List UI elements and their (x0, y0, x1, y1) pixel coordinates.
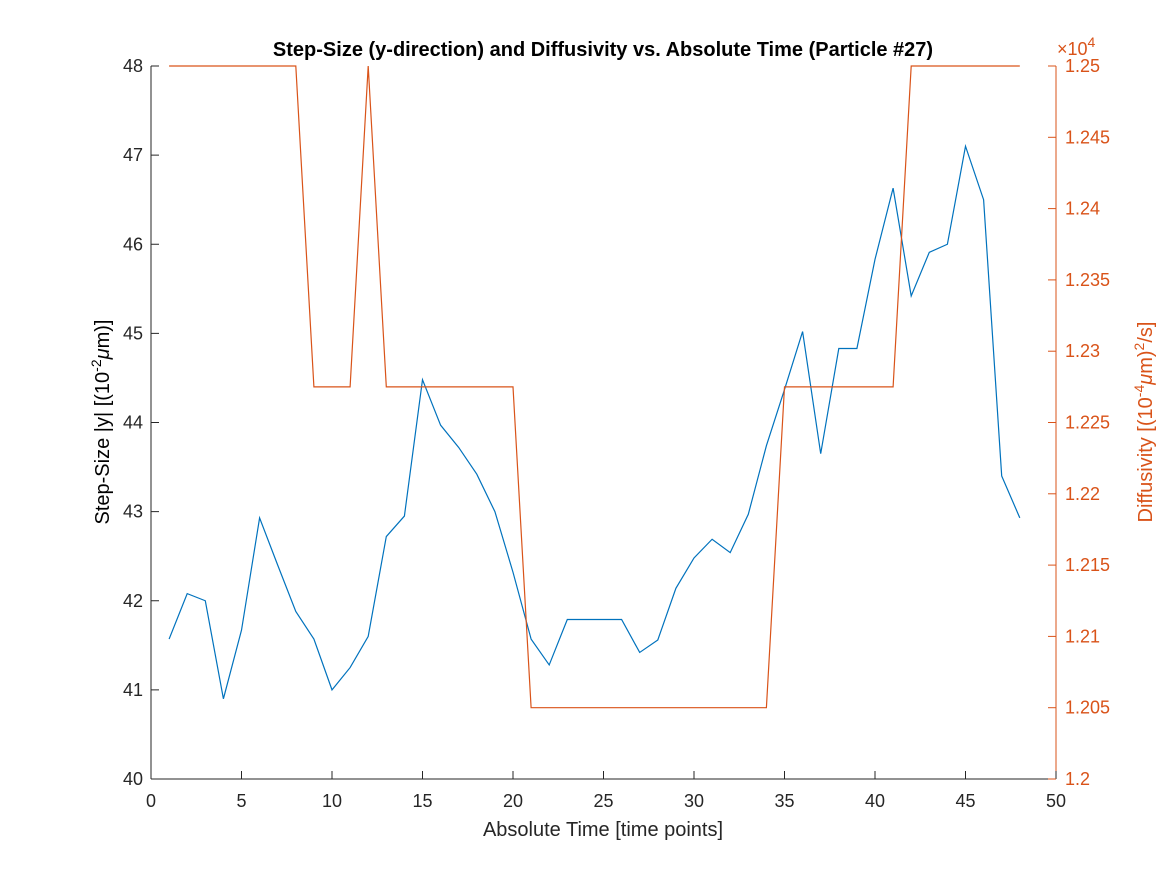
y-left-tick-label: 43 (123, 502, 143, 522)
y-left-tick-label: 41 (123, 680, 143, 700)
y-right-label-suffix: /s] (1135, 322, 1157, 343)
x-tick-label: 50 (1046, 791, 1066, 811)
y-left-tick-label: 48 (123, 56, 143, 76)
y-right-tick-label: 1.225 (1065, 413, 1110, 433)
right-exponent-power: 4 (1088, 34, 1096, 50)
y-right-tick-label: 1.2 (1065, 769, 1090, 789)
right-axis-exponent: ×104 (1057, 34, 1096, 59)
x-tick-label: 20 (503, 791, 523, 811)
y-left-tick-label: 44 (123, 413, 143, 433)
y-right-tick-label: 1.25 (1065, 56, 1100, 76)
y-right-label-exponent-1: -4 (1131, 385, 1147, 398)
y-right-label-exponent-2: 2 (1131, 342, 1147, 350)
y-left-label-suffix: m)] (92, 320, 114, 349)
y-left-label-mu: μ (92, 348, 114, 360)
series-line-left (168, 143, 1021, 699)
y-right-tick-label: 1.21 (1065, 626, 1100, 646)
x-tick-label: 35 (774, 791, 794, 811)
y-right-tick-label: 1.24 (1065, 199, 1100, 219)
y-right-tick-label: 1.245 (1065, 127, 1110, 147)
x-tick-label: 40 (865, 791, 885, 811)
y-right-tick-label: 1.22 (1065, 484, 1100, 504)
series-line-right (169, 65, 1020, 709)
y-right-tick-label: 1.23 (1065, 341, 1100, 361)
y-left-tick-label: 40 (123, 769, 143, 789)
y-right-tick-label: 1.205 (1065, 698, 1110, 718)
right-exponent-base: ×10 (1057, 39, 1088, 59)
x-tick-label: 5 (236, 791, 246, 811)
x-tick-label: 15 (412, 791, 432, 811)
x-axis-label: Absolute Time [time points] (483, 819, 723, 841)
axes-layer: 0 5 10 15 20 25 30 35 40 45 50 40 41 42 43 44 45 46 47 48 1.… (123, 56, 1110, 811)
y-axis-label-left: Step-Size |y| [(10-2μm)] (88, 320, 114, 525)
x-tick-label: 25 (593, 791, 613, 811)
y-axis-label-right: Diffusivity [(10-4μm)2/s] (1131, 322, 1157, 523)
x-tick-label: 10 (322, 791, 342, 811)
y-right-label-mu: μ (1135, 374, 1157, 386)
y-left-tick-label: 47 (123, 145, 143, 165)
y-left-label-prefix: Step-Size |y| [(10 (92, 372, 114, 525)
y-left-tick-label: 45 (123, 323, 143, 343)
x-tick-label: 30 (684, 791, 704, 811)
y-left-label-exponent: -2 (88, 359, 104, 372)
y-left-tick-label: 46 (123, 234, 143, 254)
y-right-label-mid: m) (1135, 350, 1157, 373)
x-tick-label: 45 (955, 791, 975, 811)
plot-area (151, 66, 1056, 779)
chart-title: Step-Size (y-direction) and Diffusivity … (273, 39, 933, 61)
y-right-tick-label: 1.235 (1065, 270, 1110, 290)
x-tick-label: 0 (146, 791, 156, 811)
y-right-label-prefix: Diffusivity [(10 (1135, 397, 1157, 522)
y-right-tick-label: 1.215 (1065, 555, 1110, 575)
y-left-tick-label: 42 (123, 591, 143, 611)
series-layer (168, 65, 1021, 709)
